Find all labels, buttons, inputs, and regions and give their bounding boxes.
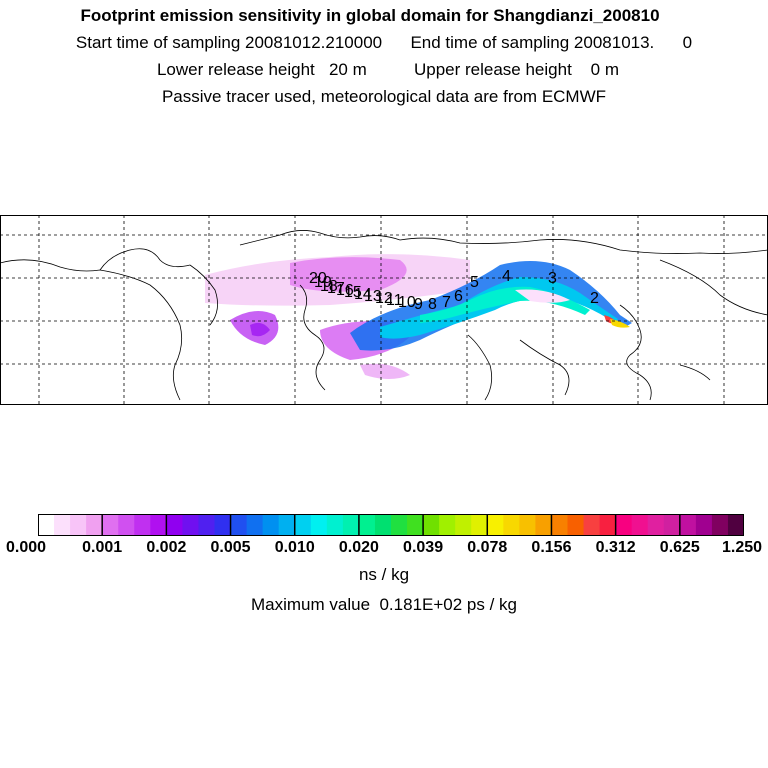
trajectory-label: 9 xyxy=(414,296,423,313)
colorbar-swatch xyxy=(663,514,681,536)
colorbar-swatch xyxy=(567,514,585,536)
colorbar-swatch xyxy=(294,514,312,536)
trajectory-label: 6 xyxy=(454,288,463,305)
colorbar-swatch xyxy=(86,514,103,536)
colorbar-swatch xyxy=(535,514,552,536)
colorbar-label: 0.010 xyxy=(274,539,315,556)
colorbar-swatch xyxy=(262,514,280,536)
maximum-value: Maximum value 0.181E+02 ps / kg xyxy=(251,595,517,614)
colorbar-label: 0.078 xyxy=(467,539,508,556)
colorbar-swatch xyxy=(38,514,55,536)
colorbar-swatch xyxy=(134,514,151,536)
sensitivity-field xyxy=(205,254,632,379)
colorbar-swatch xyxy=(583,514,601,536)
colorbar-swatch xyxy=(230,514,248,536)
trajectory-label: 10 xyxy=(398,294,416,311)
colorbar-swatch xyxy=(695,514,713,536)
colorbar-swatch xyxy=(519,514,536,536)
tracer-note: Passive tracer used, meteorological data… xyxy=(161,87,607,106)
trajectory-label: 18 xyxy=(320,278,338,295)
colorbar-swatch xyxy=(326,514,344,536)
colorbar-swatch xyxy=(342,514,360,536)
trajectory-label: 13 xyxy=(364,288,382,305)
trajectory-label: 7 xyxy=(442,294,451,311)
colorbar-swatch xyxy=(503,514,520,536)
colorbar-swatch xyxy=(166,514,183,536)
colorbar-swatch xyxy=(278,514,296,536)
colorbar-swatch xyxy=(391,514,408,536)
colorbar-swatch xyxy=(551,514,568,536)
colorbar-swatch xyxy=(118,514,135,536)
colorbar-swatch xyxy=(471,514,488,536)
release-heights: Lower release height 20 m Upper release … xyxy=(156,60,620,79)
colorbar-swatch xyxy=(198,514,215,536)
colorbar-swatch xyxy=(455,514,472,536)
trajectory-label: 12 xyxy=(375,290,393,307)
colorbar-label: 0.312 xyxy=(595,539,636,556)
colorbar-label: 0.020 xyxy=(338,539,379,556)
colorbar-border xyxy=(38,514,744,536)
colorbar-swatch xyxy=(246,514,264,536)
trajectory-label: 17 xyxy=(327,280,345,297)
colorbar-swatch xyxy=(182,514,199,536)
trajectory-label: 2 xyxy=(590,290,599,307)
colorbar-swatch xyxy=(358,514,376,536)
units-label: ns / kg xyxy=(358,565,410,584)
trajectory-label: 11 xyxy=(386,292,403,309)
grid-lines xyxy=(0,215,768,405)
colorbar-swatch xyxy=(439,514,456,536)
trajectory-label: 15 xyxy=(344,284,362,301)
colorbar-swatch xyxy=(727,514,744,536)
trajectory-label: 3 xyxy=(548,270,557,287)
colorbar-swatch xyxy=(423,514,440,536)
trajectory-label: 14 xyxy=(354,286,372,303)
colorbar-swatch xyxy=(631,514,649,536)
trajectory-label: 19 xyxy=(314,274,332,291)
plot-title: Footprint emission sensitivity in global… xyxy=(80,6,660,25)
colorbar-label: 0.156 xyxy=(531,539,572,556)
colorbar-swatch xyxy=(615,514,633,536)
trajectory-label: 16 xyxy=(336,282,354,299)
colorbar-label: 0.039 xyxy=(403,539,444,556)
trajectory-label: 8 xyxy=(428,296,437,313)
colorbar-label: 0.005 xyxy=(210,539,251,556)
colorbar xyxy=(38,514,744,536)
trajectory-label: 20 xyxy=(309,270,327,287)
trajectory-label: 4 xyxy=(502,268,511,285)
colorbar-swatch xyxy=(54,514,71,536)
colorbar-swatch xyxy=(647,514,665,536)
colorbar-label: 0.000 xyxy=(5,539,47,556)
colorbar-swatch xyxy=(70,514,87,536)
colorbar-swatch xyxy=(310,514,328,536)
coastlines xyxy=(0,230,768,401)
colorbar-label: 1.250 xyxy=(721,539,763,556)
colorbar-label: 0.001 xyxy=(82,539,123,556)
colorbar-swatch xyxy=(374,514,392,536)
colorbar-swatch xyxy=(711,514,729,536)
colorbar-label: 0.002 xyxy=(146,539,187,556)
colorbar-swatch xyxy=(214,514,232,536)
trajectory-label: 5 xyxy=(470,274,479,291)
sampling-times: Start time of sampling 20081012.210000 E… xyxy=(75,33,693,52)
colorbar-swatch xyxy=(487,514,504,536)
colorbar-label: 0.625 xyxy=(659,539,700,556)
colorbar-swatch xyxy=(407,514,424,536)
colorbar-swatch xyxy=(679,514,697,536)
colorbar-swatch xyxy=(599,514,617,536)
colorbar-swatch xyxy=(150,514,167,536)
colorbar-swatch xyxy=(102,514,119,536)
